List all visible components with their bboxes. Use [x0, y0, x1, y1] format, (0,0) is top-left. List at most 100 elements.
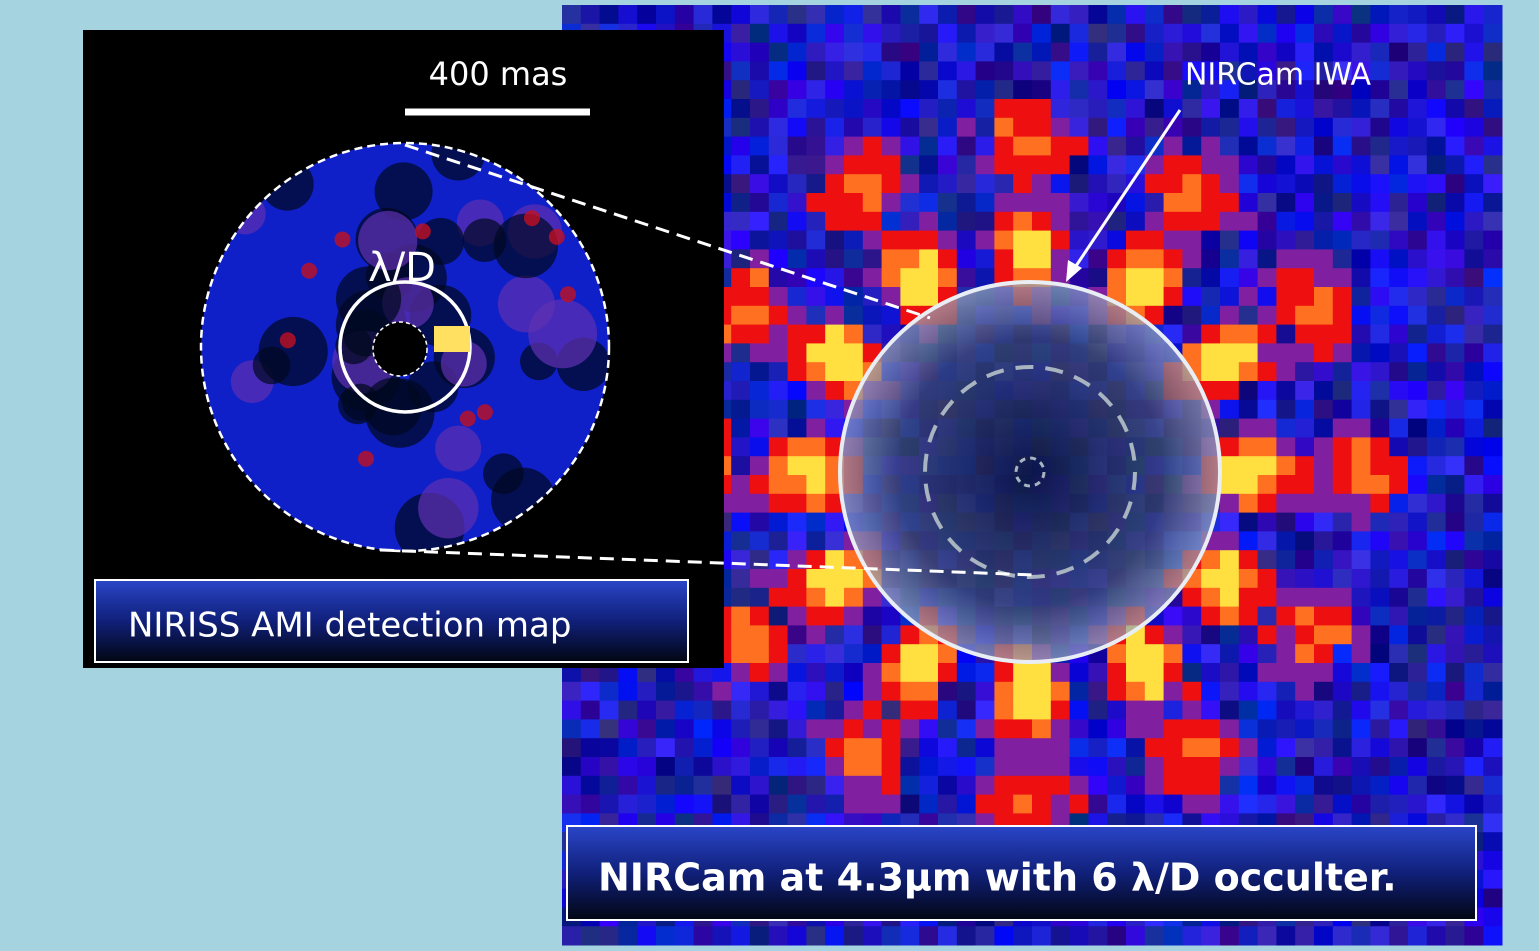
pixel — [994, 682, 1013, 701]
pixel — [1389, 212, 1408, 231]
pixel — [1389, 738, 1408, 757]
pixel — [882, 795, 901, 814]
pixel — [1427, 569, 1446, 588]
pixel — [750, 5, 769, 24]
pixel — [957, 231, 976, 250]
pixel — [675, 738, 694, 757]
pixel — [483, 453, 524, 494]
pixel — [994, 137, 1013, 156]
pixel — [806, 174, 825, 193]
pixel — [1427, 456, 1446, 475]
pixel — [1220, 193, 1239, 212]
pixel — [1295, 776, 1314, 795]
pixel — [1333, 99, 1352, 118]
pixel — [1464, 80, 1483, 99]
pixel — [900, 926, 919, 945]
pixel — [1258, 607, 1277, 626]
pixel — [788, 475, 807, 494]
pixel — [1427, 118, 1446, 137]
pixel — [1295, 644, 1314, 663]
pixel — [806, 419, 825, 438]
pixel — [806, 400, 825, 419]
pixel — [1333, 644, 1352, 663]
pixel — [900, 174, 919, 193]
pixel — [1258, 776, 1277, 795]
pixel — [976, 738, 995, 757]
pixel — [1201, 588, 1220, 607]
pixel — [1446, 155, 1465, 174]
pixel — [1276, 588, 1295, 607]
pixel — [750, 362, 769, 381]
pixel — [1276, 701, 1295, 720]
pixel — [994, 701, 1013, 720]
pixel — [1126, 5, 1145, 24]
pixel — [1464, 701, 1483, 720]
pixel — [1483, 719, 1502, 738]
pixel — [788, 926, 807, 945]
pixel — [1220, 513, 1239, 532]
pixel — [788, 569, 807, 588]
pixel — [1126, 268, 1145, 287]
pixel — [1295, 701, 1314, 720]
pixel — [1295, 663, 1314, 682]
pixel — [1258, 757, 1277, 776]
pixel — [1314, 212, 1333, 231]
pixel — [1427, 343, 1446, 362]
pixel — [1051, 174, 1070, 193]
pixel — [1182, 155, 1201, 174]
pixel — [1013, 43, 1032, 62]
pixel — [1164, 24, 1183, 43]
pixel — [1220, 475, 1239, 494]
pixel — [806, 757, 825, 776]
pixel — [1483, 80, 1502, 99]
iwa-circle — [840, 282, 1220, 662]
pixel — [863, 625, 882, 644]
pixel — [600, 738, 619, 757]
pixel — [1220, 212, 1239, 231]
pixel — [1107, 137, 1126, 156]
pixel — [1276, 663, 1295, 682]
pixel — [788, 663, 807, 682]
pixel — [1333, 437, 1352, 456]
pixel — [280, 332, 296, 348]
pixel — [882, 757, 901, 776]
pixel — [1164, 795, 1183, 814]
pixel — [1070, 5, 1089, 24]
pixel — [1013, 757, 1032, 776]
pixel — [1464, 513, 1483, 532]
pixel — [1464, 926, 1483, 945]
pixel — [900, 118, 919, 137]
pixel — [994, 795, 1013, 814]
pixel — [731, 663, 750, 682]
pixel — [788, 400, 807, 419]
pixel — [731, 926, 750, 945]
pixel — [1408, 926, 1427, 945]
pixel — [938, 268, 957, 287]
pixel — [1051, 795, 1070, 814]
pixel — [1314, 24, 1333, 43]
pixel — [1032, 24, 1051, 43]
pixel — [1032, 701, 1051, 720]
pixel — [1013, 137, 1032, 156]
pixel — [900, 80, 919, 99]
pixel — [825, 231, 844, 250]
pixel — [1427, 738, 1446, 757]
pixel — [863, 212, 882, 231]
pixel — [1464, 343, 1483, 362]
pixel — [712, 776, 731, 795]
pixel — [1220, 776, 1239, 795]
pixel — [1107, 926, 1126, 945]
pixel — [1408, 80, 1427, 99]
pixel — [957, 43, 976, 62]
pixel — [1107, 118, 1126, 137]
pixel — [1032, 137, 1051, 156]
pixel — [994, 663, 1013, 682]
pixel — [1070, 663, 1089, 682]
pixel — [1446, 795, 1465, 814]
pixel — [1483, 644, 1502, 663]
pixel — [1088, 80, 1107, 99]
pixel — [1126, 795, 1145, 814]
pixel — [863, 24, 882, 43]
pixel — [1464, 306, 1483, 325]
pixel — [1389, 137, 1408, 156]
